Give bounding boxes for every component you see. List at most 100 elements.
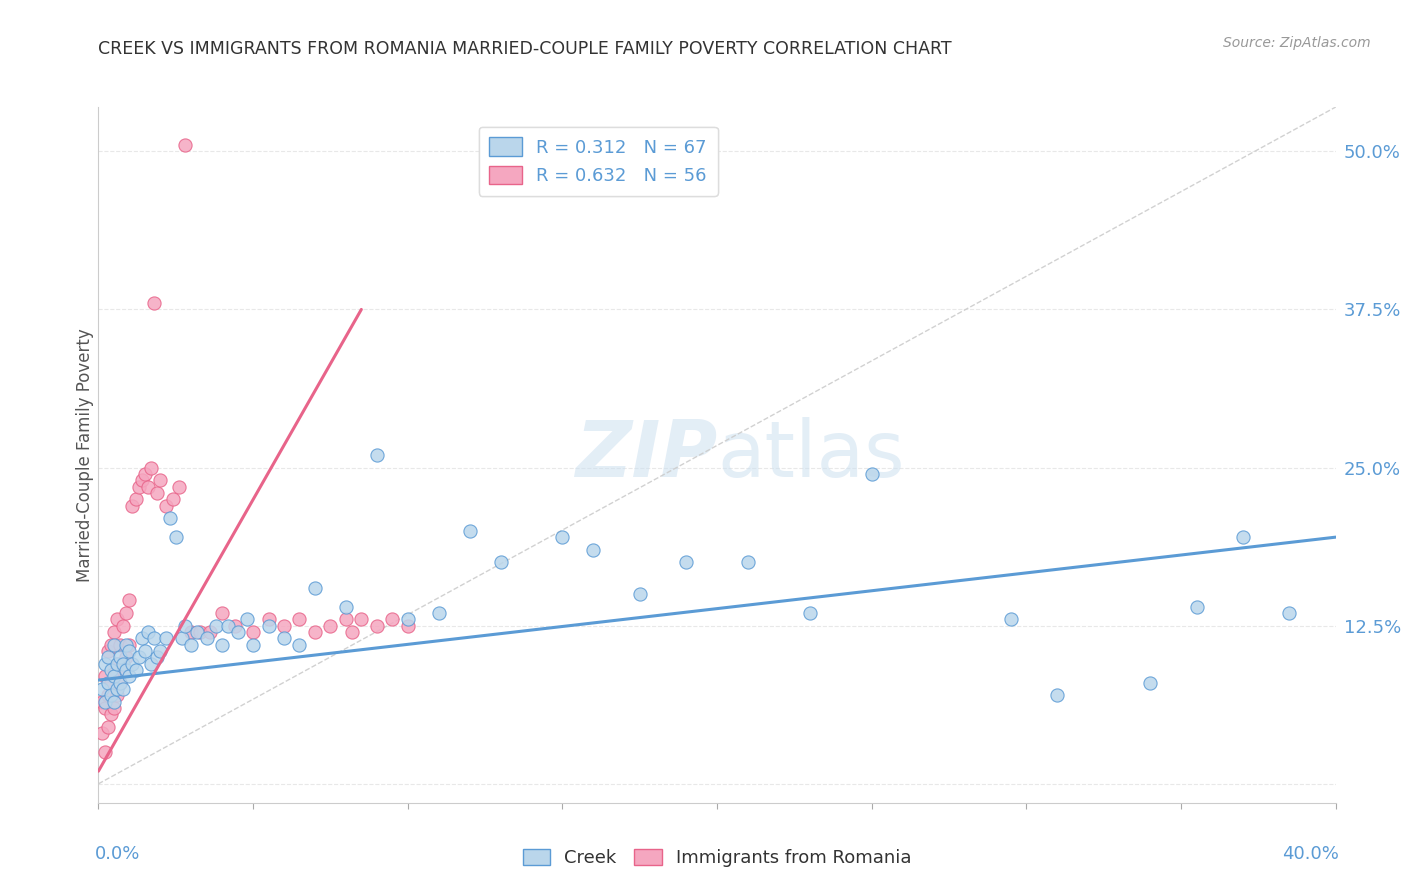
Point bbox=[90, 695, 112, 709]
Text: atlas: atlas bbox=[717, 417, 904, 493]
Point bbox=[105, 612, 128, 626]
Point bbox=[335, 599, 357, 614]
Point bbox=[131, 632, 153, 646]
Point bbox=[103, 669, 125, 683]
Point bbox=[100, 675, 122, 690]
Point bbox=[115, 606, 138, 620]
Point bbox=[224, 618, 246, 632]
Point bbox=[180, 638, 202, 652]
Point bbox=[350, 612, 373, 626]
Point bbox=[90, 681, 112, 696]
Point bbox=[170, 632, 193, 646]
Point bbox=[799, 606, 821, 620]
Point bbox=[115, 638, 138, 652]
Point bbox=[1046, 688, 1069, 702]
Point bbox=[737, 556, 759, 570]
Point bbox=[675, 556, 697, 570]
Point bbox=[134, 644, 156, 658]
Point bbox=[257, 612, 280, 626]
Point bbox=[211, 606, 233, 620]
Point bbox=[115, 650, 138, 665]
Point bbox=[458, 524, 481, 538]
Point bbox=[93, 745, 115, 759]
Point bbox=[103, 701, 125, 715]
Point bbox=[628, 587, 651, 601]
Point bbox=[131, 473, 153, 487]
Point bbox=[366, 618, 388, 632]
Point bbox=[226, 625, 249, 640]
Point bbox=[100, 663, 122, 677]
Point bbox=[103, 625, 125, 640]
Point bbox=[128, 650, 150, 665]
Point bbox=[396, 618, 419, 632]
Text: 40.0%: 40.0% bbox=[1282, 845, 1339, 863]
Point bbox=[93, 669, 115, 683]
Point bbox=[1185, 599, 1208, 614]
Point bbox=[165, 530, 187, 544]
Point bbox=[124, 492, 146, 507]
Point bbox=[118, 593, 141, 607]
Point bbox=[155, 632, 177, 646]
Point bbox=[366, 448, 388, 462]
Point bbox=[139, 460, 162, 475]
Point bbox=[174, 618, 197, 632]
Point bbox=[205, 618, 228, 632]
Point bbox=[217, 618, 239, 632]
Point bbox=[198, 625, 221, 640]
Point bbox=[319, 618, 342, 632]
Point bbox=[860, 467, 883, 481]
Point bbox=[381, 612, 404, 626]
Point bbox=[118, 669, 141, 683]
Point bbox=[186, 625, 208, 640]
Point bbox=[93, 657, 115, 671]
Point bbox=[155, 499, 177, 513]
Point bbox=[304, 625, 326, 640]
Point bbox=[108, 650, 131, 665]
Point bbox=[396, 612, 419, 626]
Point bbox=[103, 663, 125, 677]
Point bbox=[118, 644, 141, 658]
Point bbox=[93, 701, 115, 715]
Point bbox=[108, 675, 131, 690]
Point bbox=[112, 618, 135, 632]
Point bbox=[149, 473, 172, 487]
Point bbox=[143, 296, 166, 310]
Point bbox=[105, 657, 128, 671]
Point bbox=[236, 612, 259, 626]
Point bbox=[273, 632, 295, 646]
Point bbox=[143, 632, 166, 646]
Point bbox=[304, 581, 326, 595]
Point bbox=[1000, 612, 1022, 626]
Point bbox=[121, 499, 143, 513]
Point bbox=[195, 632, 218, 646]
Point bbox=[124, 663, 146, 677]
Point bbox=[115, 663, 138, 677]
Point bbox=[288, 612, 311, 626]
Text: ZIP: ZIP bbox=[575, 417, 717, 493]
Point bbox=[242, 625, 264, 640]
Point bbox=[335, 612, 357, 626]
Point bbox=[146, 486, 169, 500]
Point bbox=[139, 657, 162, 671]
Text: Source: ZipAtlas.com: Source: ZipAtlas.com bbox=[1223, 36, 1371, 50]
Point bbox=[582, 542, 605, 557]
Point bbox=[121, 657, 143, 671]
Point bbox=[257, 618, 280, 632]
Point bbox=[97, 720, 120, 734]
Point bbox=[340, 625, 363, 640]
Point bbox=[149, 644, 172, 658]
Point bbox=[146, 650, 169, 665]
Point bbox=[97, 644, 120, 658]
Point bbox=[242, 638, 264, 652]
Point bbox=[97, 688, 120, 702]
Point bbox=[136, 625, 159, 640]
Text: CREEK VS IMMIGRANTS FROM ROMANIA MARRIED-COUPLE FAMILY POVERTY CORRELATION CHART: CREEK VS IMMIGRANTS FROM ROMANIA MARRIED… bbox=[98, 40, 952, 58]
Point bbox=[211, 638, 233, 652]
Point bbox=[108, 675, 131, 690]
Point bbox=[180, 625, 202, 640]
Point bbox=[105, 681, 128, 696]
Point bbox=[105, 688, 128, 702]
Point bbox=[112, 657, 135, 671]
Point bbox=[427, 606, 450, 620]
Point bbox=[100, 707, 122, 722]
